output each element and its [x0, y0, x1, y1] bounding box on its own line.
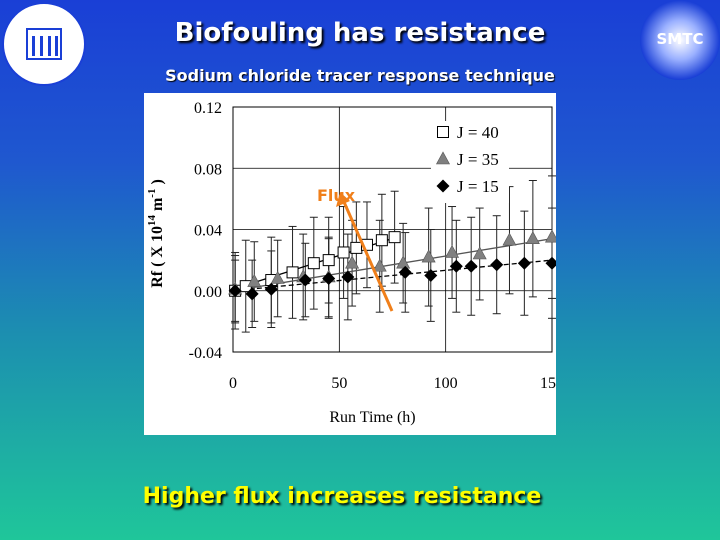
data-point	[337, 246, 350, 259]
flux-arrowhead	[336, 192, 350, 207]
smtc-logo-icon: SMTC	[640, 0, 720, 80]
data-point	[228, 284, 242, 298]
legend-label: J = 40	[457, 123, 499, 142]
data-point	[424, 268, 438, 282]
slide-subtitle: Sodium chloride tracer response techniqu…	[165, 66, 555, 85]
data-point	[449, 259, 463, 273]
y-tick-label: 0.08	[194, 161, 222, 178]
data-point	[345, 255, 360, 269]
data-point	[517, 256, 531, 270]
slide-title: Biofouling has resistance	[174, 18, 546, 48]
x-tick-label: 50	[331, 375, 347, 392]
legend-marker	[435, 151, 451, 165]
y-axis-label: Rf ( X 1014 m-1 )	[146, 179, 166, 288]
data-point	[350, 241, 363, 254]
unesco-membrane-logo-icon	[2, 2, 86, 86]
y-tick-label: -0.04	[189, 345, 222, 362]
resistance-chart: 0.12 0.08 0.04 0.00 -0.04 0 50 100 150 Run Time (…	[146, 100, 556, 426]
smtc-logo-text: SMTC	[656, 30, 704, 48]
data-point	[270, 270, 285, 284]
data-point	[375, 234, 388, 247]
data-point	[322, 254, 335, 267]
x-axis-label: Run Time (h)	[329, 409, 415, 426]
data-point	[245, 287, 259, 301]
data-point	[545, 256, 556, 270]
legend-marker	[437, 126, 449, 138]
data-point	[398, 265, 412, 279]
data-point	[525, 231, 540, 244]
flux-annotation: Flux	[317, 186, 356, 205]
data-point	[544, 229, 556, 243]
chart-panel: 0.12 0.08 0.04 0.00 -0.04 0 50 100 150 Run Time (…	[144, 93, 556, 435]
data-point	[445, 244, 460, 258]
x-tick-label: 0	[229, 375, 237, 392]
y-tick-label: 0.04	[194, 223, 222, 240]
x-tick-label: 100	[434, 375, 458, 392]
legend-label: J = 15	[457, 177, 499, 196]
data-point	[472, 246, 487, 260]
data-point	[322, 272, 336, 285]
data-point	[490, 258, 504, 272]
data-point	[286, 266, 299, 279]
trend-line	[232, 238, 553, 292]
data-point	[421, 249, 436, 263]
flux-arrow	[342, 201, 394, 312]
x-tick-label: 150	[540, 375, 556, 392]
data-point	[264, 282, 278, 296]
data-point	[298, 273, 312, 287]
data-point	[341, 270, 355, 284]
data-point	[247, 273, 262, 287]
y-tick-label: 0.00	[194, 284, 222, 301]
data-point	[372, 258, 387, 272]
data-point	[307, 257, 320, 270]
slide-footer: Higher flux increases resistance	[142, 484, 542, 509]
data-point	[388, 231, 401, 244]
legend-label: J = 35	[457, 150, 499, 169]
legend-marker	[436, 179, 450, 193]
y-tick-label: 0.12	[194, 100, 222, 117]
data-point	[464, 259, 478, 273]
data-point	[502, 232, 517, 246]
